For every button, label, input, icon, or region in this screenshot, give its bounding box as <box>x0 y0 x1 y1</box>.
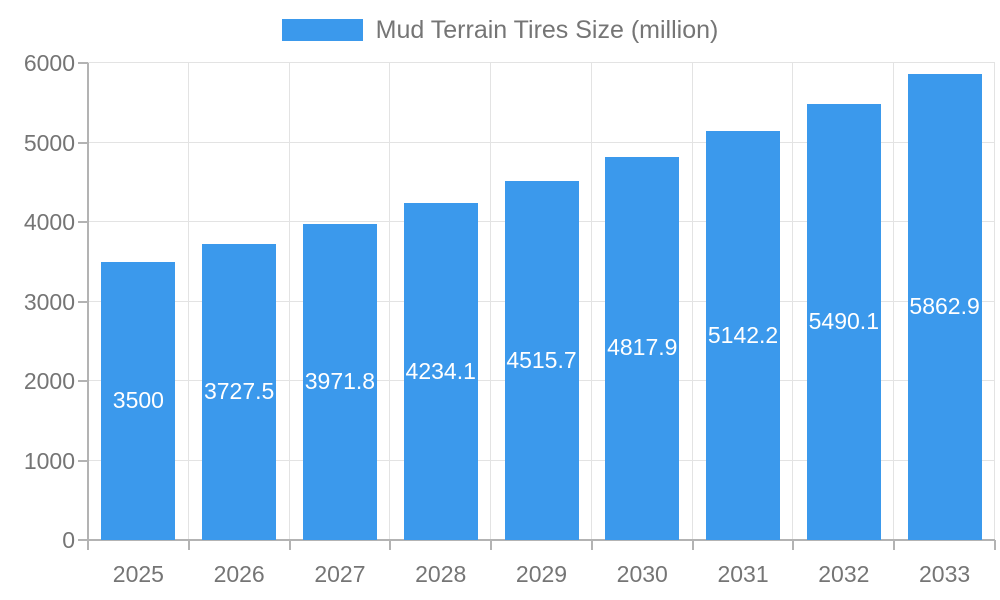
bar-2025[interactable] <box>101 261 176 540</box>
v-gridline <box>792 63 794 540</box>
x-axis-label: 2031 <box>717 561 769 587</box>
bar-value-label: 3727.5 <box>203 377 275 404</box>
bar-2028[interactable] <box>403 203 478 540</box>
x-axis-tick <box>994 540 996 550</box>
v-gridline <box>187 63 189 540</box>
y-axis-label: 5000 <box>23 129 75 156</box>
bar-2032[interactable] <box>806 103 881 540</box>
legend-label: Mud Terrain Tires Size (million) <box>375 16 719 44</box>
x-axis-label: 2033 <box>919 561 971 587</box>
v-gridline <box>691 63 693 540</box>
x-axis-tick <box>87 540 89 550</box>
v-gridline <box>490 63 492 540</box>
x-axis-label: 2025 <box>112 561 164 587</box>
bar-2031[interactable] <box>706 131 781 540</box>
bar-value-label: 5862.9 <box>909 292 980 319</box>
bar-2029[interactable] <box>504 181 579 540</box>
x-axis-label: 2026 <box>213 561 265 587</box>
y-axis-label: 4000 <box>23 209 75 235</box>
y-axis-line <box>87 63 89 540</box>
bar-value-label: 4515.7 <box>506 346 577 373</box>
bar-value-label: 4817.9 <box>607 334 678 361</box>
bar-value-label: 4234.1 <box>405 357 476 384</box>
h-gridline <box>88 62 995 63</box>
bar-value-label: 5490.1 <box>808 307 879 334</box>
y-axis-label: 6000 <box>23 50 75 76</box>
y-axis-label: 0 <box>62 527 75 553</box>
legend-swatch <box>281 19 363 41</box>
x-axis-tick <box>288 540 291 550</box>
x-axis-label: 2032 <box>818 561 870 587</box>
v-gridline <box>994 63 995 540</box>
y-axis-label: 2000 <box>23 368 75 394</box>
y-axis-label: 1000 <box>23 447 75 474</box>
bar-2030[interactable] <box>605 156 680 540</box>
v-gridline <box>893 63 895 540</box>
y-axis-tick <box>78 300 88 303</box>
x-axis-tick <box>187 540 190 550</box>
bar-2026[interactable] <box>202 243 277 540</box>
bar-value-label: 3500 <box>112 386 164 413</box>
x-axis-line <box>78 539 995 541</box>
x-axis-label: 2029 <box>515 561 568 587</box>
x-axis-label: 2030 <box>616 561 668 587</box>
x-axis-tick <box>590 540 593 550</box>
bar-value-label: 5142.2 <box>707 321 779 348</box>
v-gridline <box>590 63 592 540</box>
x-axis-tick <box>893 540 896 550</box>
y-axis-tick <box>78 62 88 64</box>
y-axis-tick <box>78 380 88 382</box>
v-gridline <box>389 63 391 540</box>
chart-legend[interactable]: Mud Terrain Tires Size (million) <box>0 14 1000 46</box>
h-gridline <box>88 141 995 143</box>
x-axis-tick <box>792 540 795 550</box>
y-axis-tick <box>78 141 88 144</box>
bar-2033[interactable] <box>907 73 982 540</box>
y-axis-tick <box>78 459 88 462</box>
x-axis-tick <box>691 540 694 550</box>
v-gridline <box>288 63 290 540</box>
y-axis-tick <box>78 221 88 223</box>
y-axis-label: 3000 <box>23 288 75 315</box>
bar-2027[interactable] <box>302 224 377 540</box>
x-axis-label: 2028 <box>415 561 467 587</box>
x-axis-tick <box>389 540 392 550</box>
x-axis-label: 2027 <box>314 561 366 587</box>
x-axis-tick <box>490 540 493 550</box>
bar-value-label: 3971.8 <box>304 368 376 395</box>
